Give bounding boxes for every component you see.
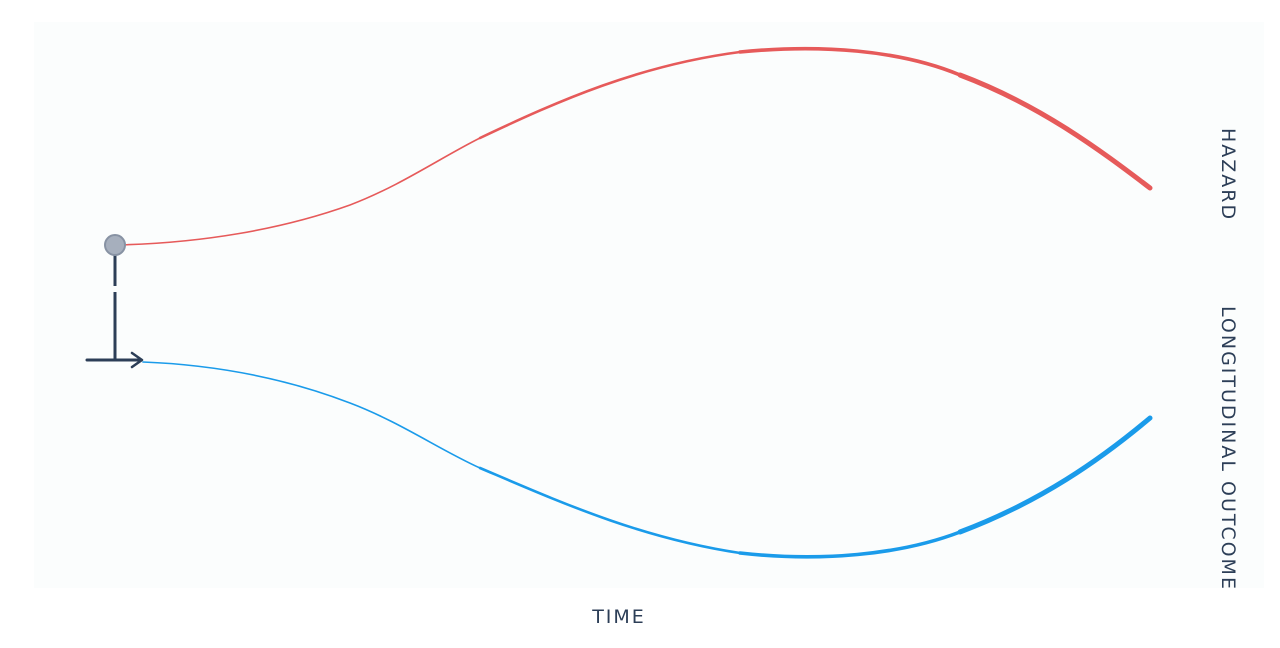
time-arrow-icon: [85, 351, 144, 369]
longitudinal-curve: [142, 361, 1153, 559]
hazard-curve: [117, 46, 1153, 246]
longitudinal-outcome-label: LONGITUDINAL OUTCOME: [1217, 306, 1239, 591]
plot-panel: [34, 22, 1264, 588]
x-axis-label: TIME: [592, 606, 646, 628]
origin-marker-icon: [104, 234, 126, 256]
hazard-label: HAZARD: [1217, 128, 1239, 222]
